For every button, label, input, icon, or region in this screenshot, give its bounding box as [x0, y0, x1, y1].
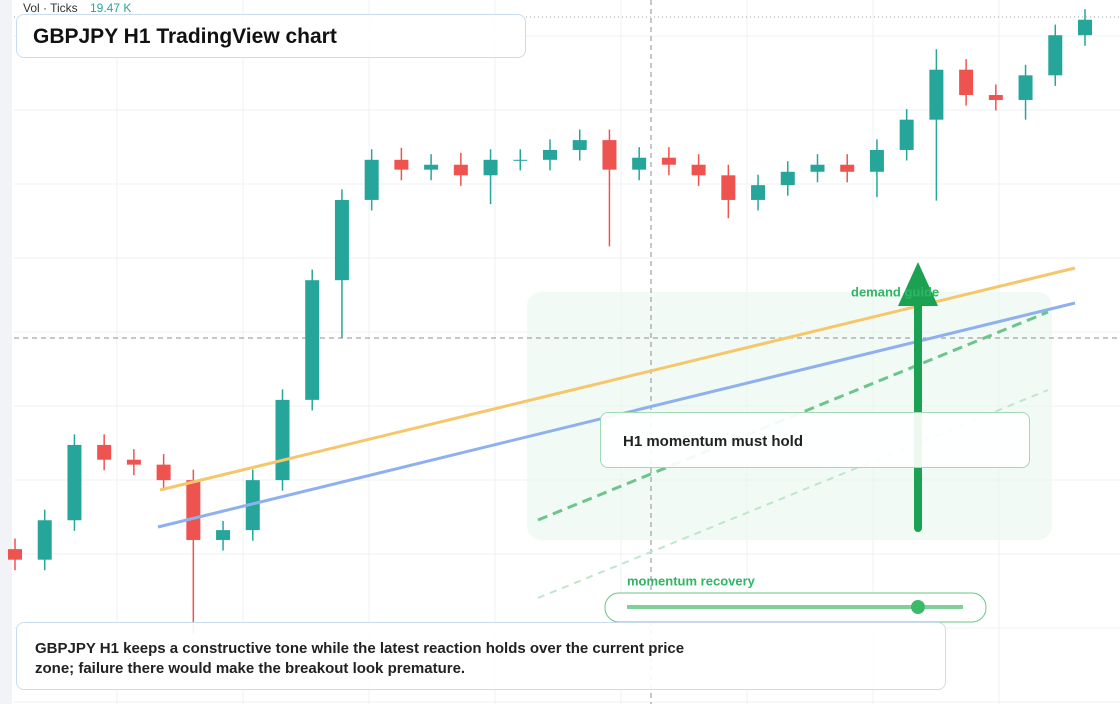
- candle-body: [543, 149, 557, 160]
- candle-body: [1048, 35, 1063, 76]
- volume-value: 19.47 K: [90, 1, 131, 15]
- slider-thumb[interactable]: [911, 600, 925, 614]
- candle-body: [483, 159, 498, 176]
- candle-body: [691, 164, 706, 176]
- candle-body: [661, 157, 676, 165]
- candle-body: [37, 520, 52, 560]
- candle-body: [840, 164, 855, 172]
- slider-label: momentum recovery: [627, 573, 756, 588]
- candle-body: [721, 175, 736, 200]
- candle-body: [186, 480, 201, 540]
- candle-body: [305, 280, 320, 400]
- zone-label: demand guide: [851, 284, 939, 299]
- candle-body: [959, 69, 974, 96]
- candle-body: [1078, 19, 1092, 36]
- arrow-head: [898, 262, 938, 306]
- candle-body: [929, 69, 944, 120]
- candle-body: [1018, 75, 1033, 100]
- candle-body: [275, 399, 290, 481]
- candle-body: [869, 149, 884, 172]
- candle-body: [602, 140, 617, 170]
- candle-body: [899, 119, 914, 150]
- candle-body: [988, 95, 1003, 100]
- candle-body: [572, 140, 587, 150]
- candle-body: [126, 459, 141, 465]
- candle-body: [394, 159, 409, 170]
- callout: H1 momentum must hold: [600, 412, 1030, 468]
- candle-body: [810, 164, 825, 172]
- candle-body: [97, 444, 112, 460]
- candle-body: [424, 164, 439, 170]
- candle-body: [453, 164, 468, 176]
- volume-label: Vol · Ticks: [23, 1, 78, 15]
- candle-body: [8, 549, 22, 560]
- candle-body: [364, 159, 379, 200]
- candle-body: [67, 444, 82, 521]
- candle-body: [216, 530, 231, 540]
- chart-title: GBPJPY H1 TradingView chart: [16, 14, 526, 58]
- caption: GBPJPY H1 keeps a constructive tone whil…: [16, 622, 946, 690]
- candle-body: [513, 159, 528, 161]
- candle-body: [751, 185, 766, 200]
- candle-body: [334, 199, 349, 281]
- candle-body: [780, 171, 795, 186]
- left-strip: [0, 0, 12, 704]
- candle-body: [156, 464, 171, 481]
- candle-body: [632, 157, 647, 170]
